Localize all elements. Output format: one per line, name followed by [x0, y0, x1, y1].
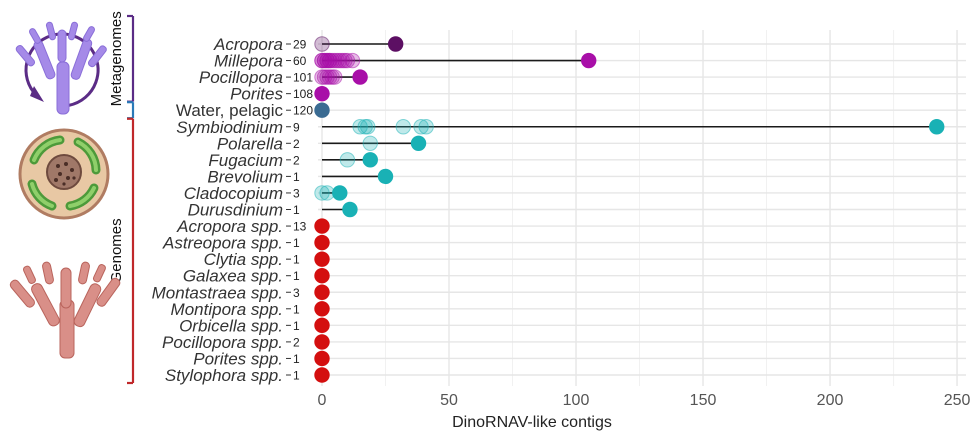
group-brackets: Metagenomes Genomes	[108, 11, 133, 383]
data-point	[315, 219, 329, 233]
group-label: Metagenomes	[108, 11, 125, 106]
count-label: 2	[293, 335, 300, 349]
x-tick-label: 200	[817, 392, 844, 409]
count-label: 2	[293, 153, 300, 167]
group-bracket: Metagenomes	[108, 11, 133, 106]
data-point	[315, 252, 329, 266]
data-point	[396, 120, 410, 134]
count-label: 120	[293, 104, 313, 118]
data-point	[315, 318, 329, 332]
count-label: 1	[293, 269, 300, 283]
x-tick-label: 0	[318, 392, 327, 409]
x-tick-labels: 0 50 100 150 200 250	[318, 392, 971, 409]
count-label: 1	[293, 369, 300, 383]
count-label: 1	[293, 302, 300, 316]
data-point	[315, 285, 329, 299]
data-point	[315, 302, 329, 316]
data-point	[333, 186, 347, 200]
data-point	[378, 169, 392, 183]
count-label: 1	[293, 170, 300, 184]
group-bracket: Genomes	[108, 119, 133, 383]
count-label: 108	[293, 87, 313, 101]
count-label: 29	[293, 38, 307, 52]
data-point	[363, 136, 377, 150]
data-point	[582, 53, 596, 67]
data-point	[388, 37, 402, 51]
count-label: 3	[293, 286, 300, 300]
x-tick-label: 50	[440, 392, 458, 409]
data-point	[315, 335, 329, 349]
grid	[318, 30, 966, 386]
data-point	[315, 37, 329, 51]
group-bracket	[127, 102, 133, 118]
data-point	[340, 153, 354, 167]
count-label: 1	[293, 319, 300, 333]
count-label: 1	[293, 203, 300, 217]
x-tick-label: 150	[690, 392, 717, 409]
coral-branch-icon	[9, 261, 122, 358]
data-point	[345, 53, 359, 67]
category-label: Stylophora spp.	[165, 366, 283, 385]
coral-recycle-icon	[15, 22, 108, 117]
data-point	[343, 202, 357, 216]
data-point	[315, 103, 329, 117]
data-point	[361, 120, 375, 134]
count-label: 101	[293, 71, 313, 85]
data-point	[315, 368, 329, 382]
group-label: Genomes	[108, 218, 125, 283]
count-label: 1	[293, 352, 300, 366]
x-tick-label: 250	[944, 392, 971, 409]
count-label: 2	[293, 137, 300, 151]
count-label: 13	[293, 220, 307, 234]
count-label: 1	[293, 236, 300, 250]
data-point	[315, 86, 329, 100]
data-point	[363, 153, 377, 167]
count-label: 9	[293, 120, 300, 134]
data-point	[930, 120, 944, 134]
algal-cell-icon	[20, 130, 108, 218]
count-label: 1	[293, 253, 300, 267]
data-point	[328, 70, 342, 84]
data-point	[315, 235, 329, 249]
data-point	[419, 120, 433, 134]
count-label: 3	[293, 186, 300, 200]
category-labels: AcroporaMilleporaPocilloporaPoritesWater…	[152, 35, 284, 385]
count-label: 60	[293, 54, 307, 68]
data-point	[353, 70, 367, 84]
data-point	[411, 136, 425, 150]
x-tick-label: 100	[563, 392, 590, 409]
data-point	[315, 351, 329, 365]
x-axis-title: DinoRNAV-like contigs	[452, 414, 612, 431]
data-point	[315, 269, 329, 283]
